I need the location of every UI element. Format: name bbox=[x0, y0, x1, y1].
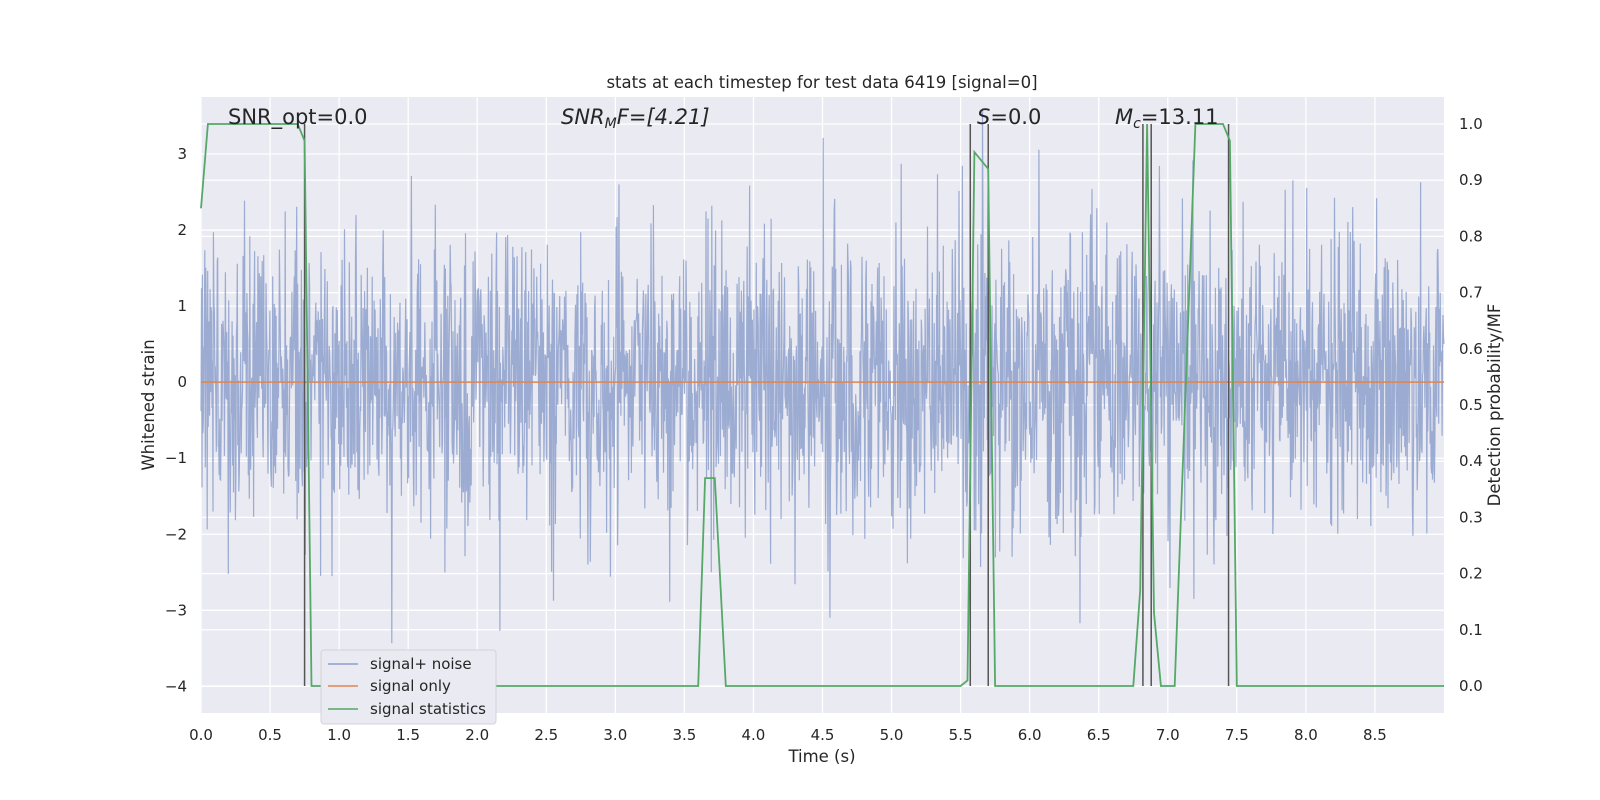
annotation-s-value: =0.0 bbox=[990, 105, 1041, 129]
signal-statistics-series bbox=[200, 123, 1444, 687]
x-tick-label: 2.0 bbox=[465, 726, 489, 744]
x-tick-label: 2.5 bbox=[534, 726, 558, 744]
x-tick-label: 4.0 bbox=[742, 726, 766, 744]
y-right-tick-label: 1.0 bbox=[1459, 115, 1483, 133]
y-right-tick-label: 0.6 bbox=[1459, 340, 1483, 358]
annotation-snr-mf-base: SNR bbox=[561, 105, 605, 129]
x-tick-label: 5.0 bbox=[880, 726, 904, 744]
legend-label-signal-noise: signal+ noise bbox=[370, 655, 472, 673]
y-left-tick-label: −2 bbox=[165, 525, 187, 543]
y-right-tick-label: 0.3 bbox=[1459, 508, 1483, 526]
y-left-tick-label: −4 bbox=[165, 677, 187, 695]
x-tick-label: 7.0 bbox=[1156, 726, 1180, 744]
y-left-tick-labels: −4 −3 −2 −1 0 1 2 3 bbox=[165, 145, 187, 695]
y-left-tick-label: 0 bbox=[177, 373, 187, 391]
annotation-snr-mf: SNRMF=[4.21] bbox=[561, 105, 710, 132]
x-tick-label: 4.5 bbox=[811, 726, 835, 744]
annotation-s-symbol: S bbox=[977, 105, 990, 129]
signal-statistics-line bbox=[200, 123, 1444, 687]
y-left-tick-label: −1 bbox=[165, 449, 187, 467]
legend: signal+ noise signal only signal statist… bbox=[320, 649, 497, 725]
y-left-tick-label: 2 bbox=[177, 221, 187, 239]
annotation-mc-value: =13.11 bbox=[1141, 105, 1219, 129]
x-tick-label: 3.5 bbox=[672, 726, 696, 744]
y-left-axis-label: Whitened strain bbox=[139, 339, 158, 470]
x-tick-label: 0.5 bbox=[258, 726, 282, 744]
annotation-mc: Mc=13.11 bbox=[1115, 105, 1219, 132]
y-right-tick-label: 0.7 bbox=[1459, 284, 1483, 302]
annotation-snr-mf-sub: M bbox=[605, 116, 617, 132]
legend-label-signal-statistics: signal statistics bbox=[370, 700, 486, 718]
legend-label-signal-only: signal only bbox=[370, 677, 451, 695]
x-tick-label: 5.5 bbox=[949, 726, 973, 744]
x-tick-label: 7.5 bbox=[1225, 726, 1249, 744]
legend-box bbox=[320, 649, 497, 725]
y-right-tick-label: 0.5 bbox=[1459, 396, 1483, 414]
y-right-tick-labels: 0.0 0.1 0.2 0.3 0.4 0.5 0.6 0.7 0.8 0.9 1.0 bbox=[1459, 115, 1483, 695]
y-right-axis-label: Detection probability/MF bbox=[1485, 304, 1504, 507]
x-tick-label: 8.5 bbox=[1363, 726, 1387, 744]
annotation-mc-sub: c bbox=[1133, 116, 1141, 132]
x-tick-label: 0.0 bbox=[189, 726, 213, 744]
chart-title: stats at each timestep for test data 641… bbox=[606, 73, 1037, 92]
x-tick-label: 6.5 bbox=[1087, 726, 1111, 744]
annotation-mc-base: M bbox=[1115, 105, 1133, 129]
signal-noise-series bbox=[200, 108, 1445, 644]
y-left-tick-label: −3 bbox=[165, 601, 187, 619]
x-tick-label: 1.5 bbox=[396, 726, 420, 744]
signal-noise-line bbox=[200, 108, 1445, 644]
x-tick-label: 3.0 bbox=[603, 726, 627, 744]
x-tick-label: 6.0 bbox=[1018, 726, 1042, 744]
y-right-tick-label: 0.1 bbox=[1459, 621, 1483, 639]
y-right-tick-label: 0.0 bbox=[1459, 677, 1483, 695]
y-right-tick-label: 0.9 bbox=[1459, 171, 1483, 189]
y-left-tick-label: 3 bbox=[177, 145, 187, 163]
x-axis-label: Time (s) bbox=[787, 747, 855, 766]
y-right-tick-label: 0.8 bbox=[1459, 227, 1483, 245]
annotation-snr-opt: SNR_opt=0.0 bbox=[228, 105, 368, 130]
x-tick-label: 8.0 bbox=[1294, 726, 1318, 744]
annotation-snr-mf-rest: F=[4.21] bbox=[617, 105, 710, 129]
x-tick-label: 1.0 bbox=[327, 726, 351, 744]
y-right-tick-label: 0.4 bbox=[1459, 452, 1483, 470]
y-right-tick-label: 0.2 bbox=[1459, 565, 1483, 583]
y-left-tick-label: 1 bbox=[177, 297, 187, 315]
x-tick-labels: 0.0 0.5 1.0 1.5 2.0 2.5 3.0 3.5 4.0 4.5 5.0 5.5 6.0 6… bbox=[189, 726, 1387, 744]
annotation-s: S=0.0 bbox=[977, 105, 1041, 129]
